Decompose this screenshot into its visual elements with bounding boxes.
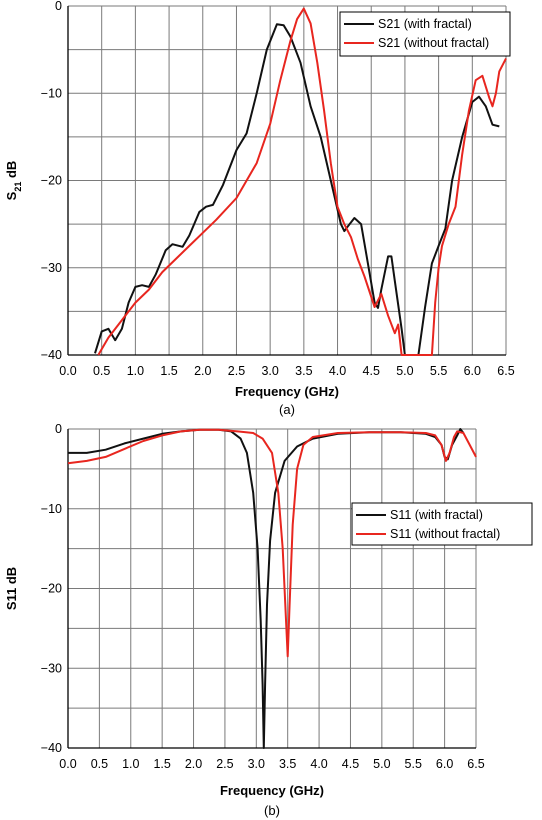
x-tick-label: 1.0 [122, 757, 139, 771]
series-line-without-fractal [67, 428, 477, 658]
x-tick-label: 5.5 [405, 757, 422, 771]
y-tick-label: −20 [41, 582, 62, 596]
x-tick-label: 0.5 [93, 364, 110, 378]
y-tick-label: −30 [41, 261, 62, 275]
y-tick-label: −10 [41, 86, 62, 100]
x-tick-label: 1.5 [160, 364, 177, 378]
x-tick-label: 4.5 [363, 364, 380, 378]
x-tick-label: 1.5 [153, 757, 170, 771]
x-tick-label: 2.0 [185, 757, 202, 771]
y-tick-label: −40 [41, 741, 62, 755]
x-tick-label: 4.0 [310, 757, 327, 771]
legend-label: S21 (with fractal) [378, 17, 472, 31]
panel-caption: (b) [264, 803, 280, 818]
x-tick-label: 6.0 [436, 757, 453, 771]
s11-chart: 0.0 0.5 1.0 1.5 2.0 2.5 3.0 3.5 4.0 4.5 5.0 5.5 6.0 6… [4, 422, 533, 818]
y-tick-label: −40 [41, 348, 62, 362]
x-tick-label: 1.0 [127, 364, 144, 378]
legend-label: S11 (without fractal) [390, 527, 500, 541]
x-tick-label: 3.0 [261, 364, 278, 378]
y-tick-label: −10 [41, 502, 62, 516]
x-tick-label: 3.5 [295, 364, 312, 378]
x-tick-label: 2.5 [228, 364, 245, 378]
x-tick-label: 0.0 [59, 757, 76, 771]
series-line-with-fractal [94, 23, 500, 356]
y-tick-label: −30 [41, 661, 62, 675]
x-tick-label: 3.0 [248, 757, 265, 771]
x-tick-label: 0.0 [59, 364, 76, 378]
y-tick-label: −20 [41, 174, 62, 188]
x-tick-label: 3.5 [279, 757, 296, 771]
x-tick-label: 4.5 [342, 757, 359, 771]
x-tick-label: 5.0 [396, 364, 413, 378]
x-tick-label: 6.0 [464, 364, 481, 378]
x-tick-label: 5.5 [430, 364, 447, 378]
x-axis-label: Frequency (GHz) [235, 384, 339, 399]
y-tick-label: 0 [55, 422, 62, 436]
legend-label: S21 (without fractal) [378, 36, 489, 50]
legend-label: S11 (with fractal) [390, 508, 483, 522]
panel-caption: (a) [279, 402, 295, 417]
s21-chart: 0.0 0.5 1.0 1.5 2.0 2.5 3.0 3.5 4.0 4.5 5.0 5.5 6.0 6… [4, 0, 515, 417]
series-line-without-fractal [97, 7, 507, 356]
x-tick-label: 0.5 [91, 757, 108, 771]
y-axis-label: S21 dB [4, 161, 23, 201]
x-tick-label: 6.5 [467, 757, 484, 771]
x-tick-label: 5.0 [373, 757, 390, 771]
x-tick-label: 2.0 [194, 364, 211, 378]
legend-box [351, 502, 533, 546]
x-tick-label: 6.5 [497, 364, 514, 378]
y-axis-label: S11 dB [4, 567, 19, 610]
x-tick-label: 2.5 [216, 757, 233, 771]
x-axis-label: Frequency (GHz) [220, 783, 324, 798]
legend-box [339, 11, 511, 57]
x-tick-label: 4.0 [329, 364, 346, 378]
y-tick-label: 0 [55, 0, 62, 13]
